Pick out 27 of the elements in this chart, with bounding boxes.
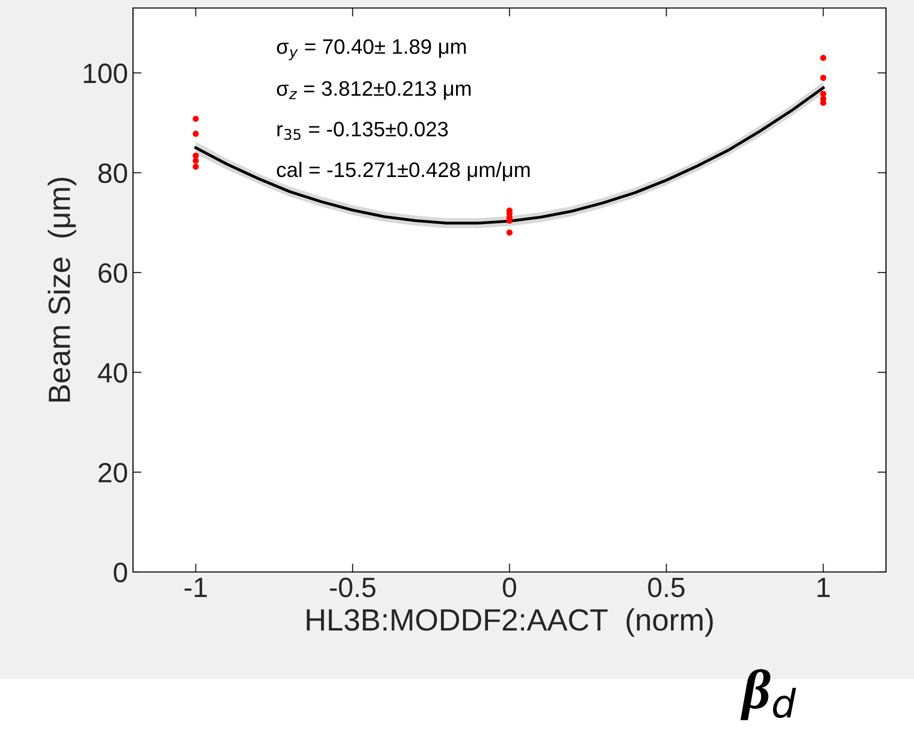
point — [192, 158, 199, 164]
point — [192, 164, 199, 170]
point — [506, 230, 513, 236]
y-axis-title: Beam Size (μm) — [48, 178, 76, 402]
point — [820, 90, 826, 97]
annotation: σ$_{z}$ = 3.812±0.213 μm — [276, 81, 471, 100]
y-tick-label: 40 — [98, 363, 128, 383]
x-tick-label: 0 — [502, 578, 516, 598]
x-tick-label: -1 — [184, 578, 207, 597]
y-tick-label: 60 — [98, 263, 128, 283]
annotation: cal = -15.271±0.428 μm/μm — [276, 162, 530, 181]
text: β$_{d}$ — [740, 669, 796, 720]
annotation: σ$_{y}$ = 70.40± 1.89 μm — [276, 39, 466, 60]
point — [192, 152, 199, 159]
point — [192, 130, 199, 137]
x-tick-label: 0.5 — [648, 578, 685, 598]
y-tick-label: 80 — [98, 163, 128, 184]
x-tick-label: 1 — [818, 578, 830, 597]
point — [820, 74, 826, 81]
x-tick-label: -0.5 — [330, 578, 376, 598]
y-tick-label: 0 — [114, 562, 128, 582]
annotation: r$_{35}$ = -0.135±0.023 — [277, 122, 448, 140]
y-tick-label: 20 — [98, 462, 128, 483]
x-axis-title: HL3B:MODDF2:AACT (norm) — [306, 608, 713, 637]
y-tick-label: 100 — [84, 64, 128, 84]
point — [192, 116, 199, 122]
point — [820, 54, 826, 62]
